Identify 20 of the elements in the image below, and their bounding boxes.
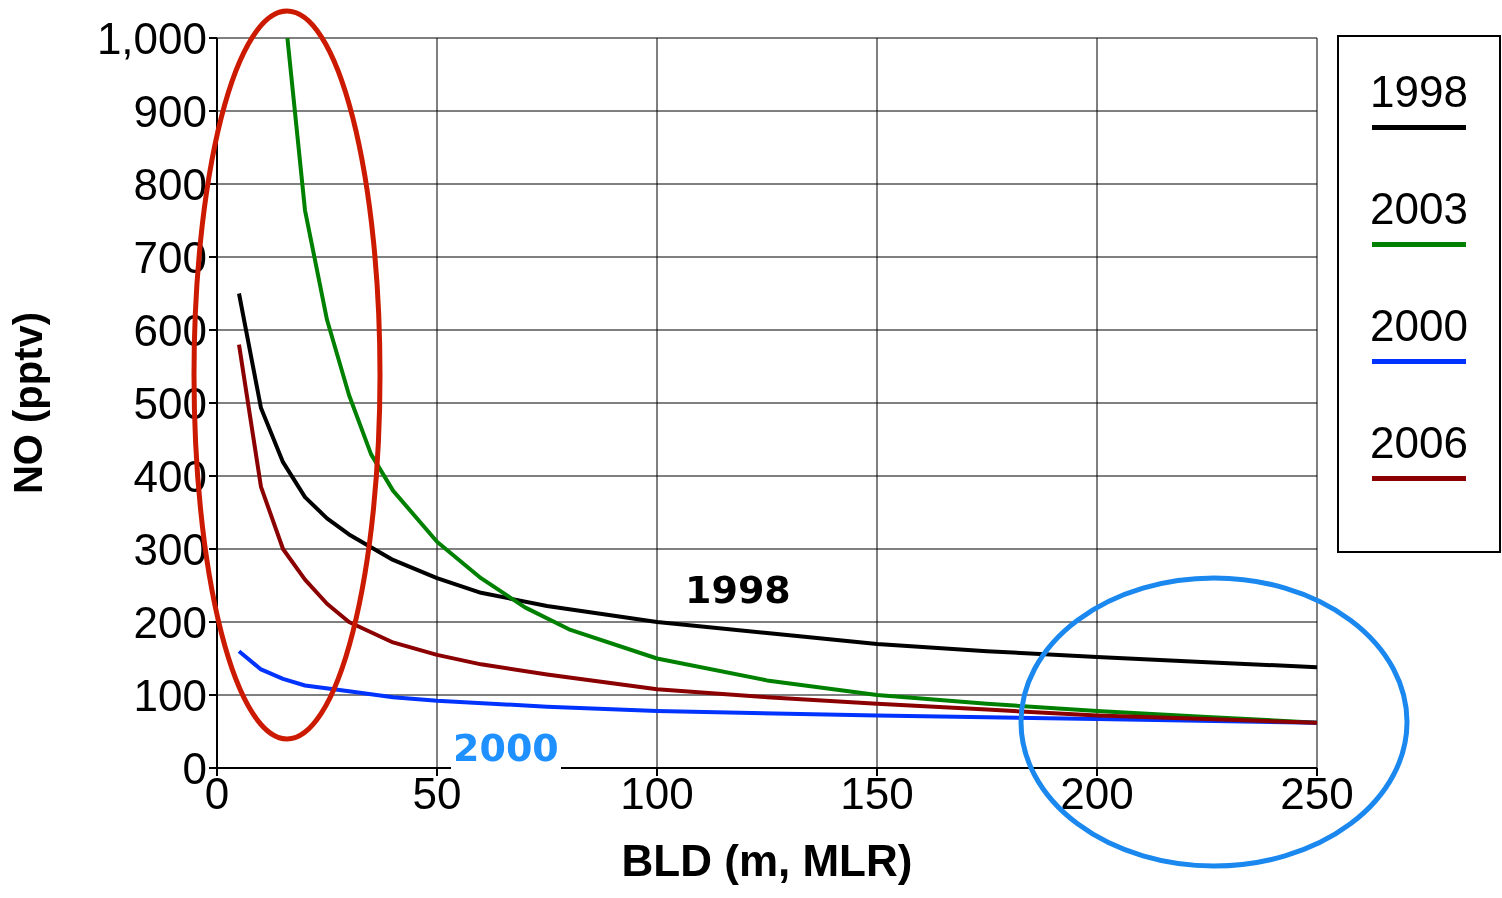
- y-tick-label: 800: [133, 159, 207, 209]
- y-tick-label: 1,000: [96, 13, 207, 63]
- line-series: [237, 342, 1317, 725]
- x-tick-label: 200: [1060, 769, 1134, 819]
- x-tick-label: 250: [1280, 769, 1354, 819]
- series-label: 1998: [683, 568, 793, 612]
- y-tick-label: 300: [133, 524, 207, 574]
- series-label: 2000: [451, 726, 561, 770]
- x-tick-label: 100: [620, 769, 694, 819]
- text: 2006: [1370, 418, 1468, 468]
- x-tick-label: 50: [412, 769, 462, 819]
- y-tick-label: 200: [133, 597, 207, 647]
- y-tick-label: 900: [133, 86, 207, 136]
- x-axis-title: BLD (m, MLR): [621, 836, 913, 885]
- text: 2003: [1370, 184, 1468, 234]
- y-axis-title: NO (pptv): [6, 311, 51, 495]
- text: 1998: [1370, 67, 1468, 117]
- text: 2000: [1370, 301, 1468, 351]
- x-tick-label: 150: [840, 769, 914, 819]
- y-tick-label: 100: [133, 670, 207, 720]
